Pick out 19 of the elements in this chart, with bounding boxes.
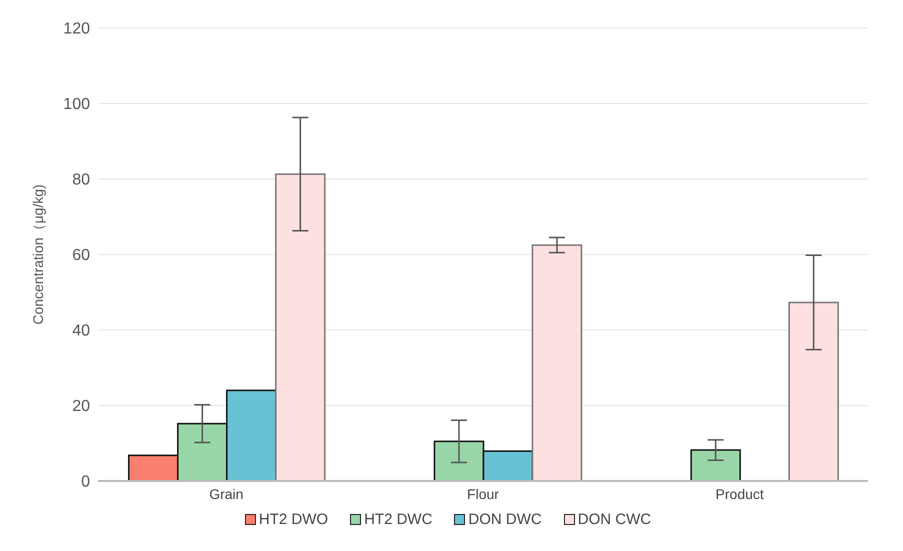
legend-label: DON DWC — [468, 511, 542, 528]
legend-label: HT2 DWO — [258, 511, 328, 528]
legend-label: HT2 DWC — [364, 511, 432, 528]
y-tick-label: 80 — [72, 172, 90, 189]
bar — [275, 173, 326, 481]
y-tick-label: 20 — [72, 398, 90, 416]
y-tick-label: 120 — [63, 20, 90, 38]
x-tick-label: Flour — [467, 486, 500, 502]
bar — [532, 244, 582, 481]
x-tick-label: Grain — [209, 486, 244, 502]
y-tick-label: 0 — [81, 474, 90, 491]
legend-label: DON CWC — [578, 511, 652, 528]
y-tick-label: 100 — [63, 96, 90, 114]
x-tick-label: Product — [716, 486, 764, 502]
y-axis-title: Concentration（μg/kg) — [30, 184, 46, 325]
y-tick-label: 40 — [72, 322, 90, 340]
y-tick-label: 60 — [72, 247, 90, 264]
bar — [690, 449, 741, 481]
bar — [788, 302, 839, 481]
